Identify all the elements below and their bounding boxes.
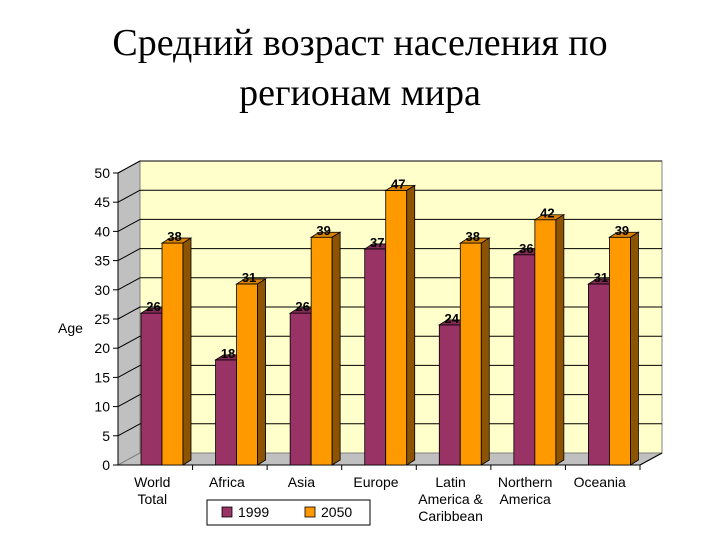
bar-2050-front	[236, 283, 258, 466]
gridline-side	[117, 189, 141, 203]
slide-title-line-2: регионам мира	[239, 72, 481, 114]
data-label: 37	[370, 235, 384, 250]
bar-2050-side	[257, 278, 266, 466]
x-tick-label: Asia	[288, 474, 315, 490]
gridline-side	[117, 394, 141, 408]
bar-2050-side	[331, 231, 341, 466]
bar-2050-front	[385, 190, 408, 466]
x-tick-label: Northern	[498, 474, 552, 490]
bar-2050-front	[459, 242, 482, 466]
slide-title: Средний возраст населения по регионам ми…	[0, 18, 720, 118]
x-tick-label: Europe	[353, 474, 398, 490]
legend-swatch-1999	[221, 506, 233, 518]
bar-2050-front	[609, 236, 631, 466]
y-tick-label: 30	[94, 282, 110, 298]
gridline-side	[117, 248, 141, 262]
data-label: 26	[146, 299, 160, 314]
legend-label-1999: 1999	[238, 504, 269, 520]
data-label: 31	[242, 270, 256, 285]
y-tick-label: 45	[94, 194, 110, 210]
x-tick-label: Latin	[435, 474, 465, 490]
bar-2050-side	[630, 231, 639, 466]
slide-title-line-1: Средний возраст населения по	[112, 22, 608, 64]
bar-1999-front	[140, 312, 163, 466]
y-tick-label: 0	[102, 457, 110, 473]
bar-1999-front	[513, 254, 536, 466]
x-tick-label: Total	[137, 491, 167, 507]
y-tick-label: 50	[94, 165, 110, 181]
y-tick-label: 10	[94, 399, 110, 415]
bar-2050-side	[182, 237, 192, 466]
y-axis-label: Age	[58, 320, 83, 336]
data-label: 38	[466, 229, 480, 244]
bar-1999-front	[438, 324, 461, 466]
y-tick-label: 40	[94, 223, 110, 239]
gridline-side	[117, 423, 141, 437]
data-label: 39	[316, 223, 330, 238]
x-axis-depth	[639, 452, 663, 466]
gridline-side	[117, 277, 141, 291]
x-tick-label: America &	[418, 491, 483, 507]
x-tick-label: America	[499, 491, 551, 507]
gridline-side	[117, 218, 141, 232]
bar-2050-side	[406, 184, 416, 466]
bar-1999-front	[588, 283, 610, 466]
gridline-side	[117, 335, 141, 349]
legend-label-2050: 2050	[321, 504, 352, 520]
data-label: 24	[445, 311, 460, 326]
gridline-side	[117, 160, 141, 174]
bar-1999-front	[215, 359, 237, 466]
gridline-side	[117, 306, 141, 320]
bar-2050-front	[310, 236, 333, 466]
x-tick-label: Oceania	[574, 474, 626, 490]
bar-2050-front	[161, 242, 184, 466]
x-tick-label: World	[134, 474, 170, 490]
data-label: 26	[295, 299, 309, 314]
data-label: 38	[167, 229, 181, 244]
gridline-side	[117, 364, 141, 378]
legend-box	[206, 499, 371, 526]
bar-2050-front	[534, 219, 557, 466]
data-label: 36	[519, 241, 533, 256]
data-label: 42	[540, 206, 554, 221]
bar-1999-front	[364, 248, 387, 466]
y-tick-label: 20	[94, 340, 110, 356]
x-tick-label: Africa	[209, 474, 245, 490]
data-label: 39	[615, 223, 629, 238]
y-tick-label: 5	[102, 428, 110, 444]
data-label: 18	[221, 346, 235, 361]
data-label: 31	[594, 270, 608, 285]
x-tick-label: Caribbean	[418, 508, 483, 524]
y-tick-label: 25	[94, 311, 110, 327]
data-label: 47	[391, 177, 405, 192]
y-tick-label: 15	[94, 369, 110, 385]
bar-2050-side	[480, 237, 490, 466]
legend-swatch-2050	[304, 506, 316, 518]
bar-1999-front	[289, 312, 312, 466]
y-tick-label: 35	[94, 253, 110, 269]
bar-2050-side	[555, 213, 565, 466]
